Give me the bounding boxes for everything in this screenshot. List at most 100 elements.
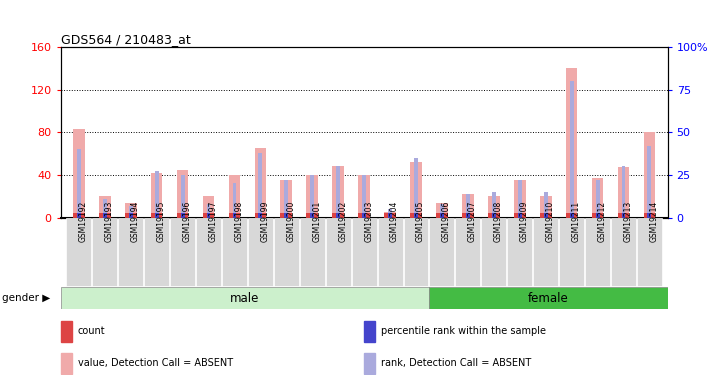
- FancyBboxPatch shape: [559, 218, 584, 286]
- Bar: [518, 180, 522, 218]
- Text: GSM19208: GSM19208: [494, 200, 503, 242]
- Bar: [436, 202, 448, 217]
- Bar: [151, 173, 163, 217]
- Text: GSM19206: GSM19206: [442, 200, 451, 242]
- Bar: [410, 213, 422, 217]
- Bar: [311, 175, 314, 217]
- FancyBboxPatch shape: [326, 218, 351, 286]
- FancyBboxPatch shape: [585, 218, 610, 286]
- Bar: [103, 213, 106, 217]
- Text: percentile rank within the sample: percentile rank within the sample: [381, 326, 546, 336]
- Bar: [492, 213, 496, 217]
- Text: value, Detection Call = ABSENT: value, Detection Call = ABSENT: [78, 358, 233, 368]
- Text: GSM19201: GSM19201: [312, 200, 321, 242]
- Text: GSM19204: GSM19204: [390, 200, 399, 242]
- Text: GDS564 / 210483_at: GDS564 / 210483_at: [61, 33, 191, 46]
- Bar: [336, 166, 340, 218]
- Bar: [306, 213, 318, 217]
- Bar: [492, 192, 496, 217]
- Bar: [514, 180, 526, 218]
- Text: GSM19212: GSM19212: [598, 200, 607, 242]
- Bar: [384, 212, 396, 217]
- Bar: [99, 196, 111, 217]
- Bar: [284, 180, 288, 218]
- FancyBboxPatch shape: [92, 218, 117, 286]
- Bar: [592, 178, 603, 218]
- Text: male: male: [230, 292, 259, 304]
- Text: GSM19211: GSM19211: [572, 200, 580, 242]
- Bar: [540, 196, 551, 217]
- FancyBboxPatch shape: [61, 287, 429, 309]
- Bar: [643, 213, 655, 217]
- Text: count: count: [78, 326, 105, 336]
- Bar: [125, 213, 136, 217]
- Bar: [233, 183, 236, 218]
- Bar: [99, 213, 111, 217]
- Bar: [284, 213, 288, 217]
- Bar: [73, 129, 85, 218]
- Bar: [77, 149, 81, 217]
- Bar: [206, 204, 211, 218]
- Bar: [414, 158, 418, 218]
- Bar: [358, 213, 370, 217]
- Bar: [388, 209, 392, 218]
- Bar: [488, 196, 500, 217]
- Bar: [203, 213, 214, 217]
- FancyBboxPatch shape: [196, 218, 221, 286]
- Bar: [181, 175, 184, 217]
- Bar: [462, 194, 473, 217]
- Bar: [570, 81, 573, 218]
- FancyBboxPatch shape: [403, 218, 428, 286]
- Bar: [181, 213, 184, 217]
- Bar: [255, 213, 266, 217]
- Bar: [622, 166, 625, 218]
- Bar: [255, 148, 266, 217]
- Bar: [384, 213, 396, 217]
- Bar: [592, 213, 603, 217]
- FancyBboxPatch shape: [637, 218, 662, 286]
- Bar: [518, 213, 522, 217]
- Text: GSM19209: GSM19209: [520, 200, 529, 242]
- Bar: [336, 213, 340, 217]
- Bar: [228, 175, 241, 217]
- Text: GSM19210: GSM19210: [545, 200, 555, 242]
- Bar: [281, 213, 292, 217]
- FancyBboxPatch shape: [430, 218, 454, 286]
- Bar: [364, 353, 375, 374]
- Bar: [129, 206, 133, 218]
- Bar: [540, 213, 551, 217]
- Bar: [488, 213, 500, 217]
- FancyBboxPatch shape: [429, 287, 668, 309]
- Text: GSM19214: GSM19214: [650, 200, 658, 242]
- FancyBboxPatch shape: [222, 218, 247, 286]
- FancyBboxPatch shape: [481, 218, 506, 286]
- Bar: [544, 213, 548, 217]
- FancyBboxPatch shape: [352, 218, 376, 286]
- Bar: [177, 213, 188, 217]
- Bar: [565, 68, 578, 218]
- Text: rank, Detection Call = ABSENT: rank, Detection Call = ABSENT: [381, 358, 531, 368]
- Bar: [643, 132, 655, 218]
- Bar: [281, 180, 292, 218]
- Bar: [258, 213, 262, 217]
- Bar: [77, 213, 81, 217]
- FancyBboxPatch shape: [119, 218, 144, 286]
- Bar: [177, 170, 188, 217]
- FancyBboxPatch shape: [300, 218, 325, 286]
- Bar: [565, 213, 578, 217]
- Bar: [648, 213, 651, 217]
- Bar: [440, 204, 444, 218]
- FancyBboxPatch shape: [66, 218, 91, 286]
- Bar: [311, 213, 314, 217]
- Bar: [233, 213, 236, 217]
- Bar: [544, 192, 548, 217]
- Bar: [333, 166, 344, 218]
- Bar: [258, 153, 262, 218]
- Text: GSM19202: GSM19202: [338, 200, 347, 242]
- Text: GSM19198: GSM19198: [234, 200, 243, 242]
- Bar: [151, 213, 163, 217]
- Bar: [155, 213, 159, 217]
- FancyBboxPatch shape: [533, 218, 558, 286]
- Bar: [358, 175, 370, 217]
- Bar: [129, 213, 133, 217]
